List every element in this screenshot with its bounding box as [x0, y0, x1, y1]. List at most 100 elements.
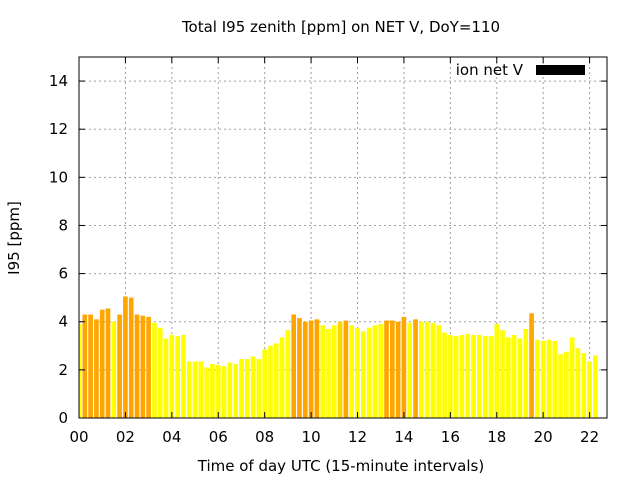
plot-border — [78, 56, 608, 419]
bar — [343, 320, 349, 418]
x-tick-label: 02 — [116, 428, 135, 446]
bar — [268, 345, 273, 418]
bar — [384, 320, 389, 418]
bar — [378, 324, 384, 418]
bars — [79, 296, 598, 418]
bar — [488, 336, 494, 418]
bar — [157, 327, 163, 418]
x-tick-label: 08 — [255, 428, 274, 446]
bar — [94, 319, 99, 418]
bar — [401, 316, 407, 418]
bar — [448, 334, 453, 418]
bar — [79, 324, 82, 418]
bar — [360, 331, 366, 418]
bar — [546, 339, 552, 418]
bar — [558, 354, 563, 418]
bar — [250, 356, 256, 418]
bar — [436, 325, 442, 418]
bar — [459, 334, 465, 418]
bar — [181, 334, 186, 418]
bar — [331, 325, 337, 418]
bar — [233, 363, 238, 418]
bar — [227, 362, 233, 418]
bar — [221, 366, 227, 418]
bar — [366, 327, 372, 418]
x-tick-label: 16 — [441, 428, 460, 446]
bar — [517, 338, 523, 418]
y-tick-label: 2 — [58, 361, 68, 379]
bar — [215, 365, 221, 418]
bar — [337, 321, 343, 418]
bar — [593, 355, 598, 418]
bar — [256, 359, 262, 418]
y-tick-label: 6 — [58, 265, 68, 283]
y-tick-label: 14 — [49, 72, 68, 90]
x-tick-label: 22 — [580, 428, 599, 446]
bar — [413, 319, 418, 418]
bar — [198, 361, 204, 418]
bar — [442, 332, 447, 418]
bar — [163, 338, 169, 418]
bar — [453, 336, 459, 418]
bar — [210, 363, 215, 418]
bar — [500, 330, 505, 418]
x-axis-label: Time of day UTC (15-minute intervals) — [197, 457, 484, 475]
bar — [134, 314, 140, 418]
bar — [239, 359, 244, 418]
bar — [279, 337, 285, 418]
bar — [320, 325, 326, 418]
bar — [424, 321, 430, 418]
bar — [569, 337, 575, 418]
bar — [169, 334, 175, 418]
x-tick-label: 04 — [162, 428, 181, 446]
legend-label: ion net V — [456, 61, 524, 79]
bar — [244, 359, 250, 418]
bar — [302, 321, 308, 418]
bar — [99, 309, 105, 418]
x-tick-label: 12 — [348, 428, 367, 446]
bar — [140, 315, 146, 418]
bar — [471, 334, 476, 418]
bar — [123, 296, 128, 418]
bar — [117, 314, 122, 418]
bar — [494, 324, 500, 418]
bar — [297, 318, 302, 418]
x-tick-label: 18 — [487, 428, 506, 446]
bar — [389, 320, 395, 418]
bar — [372, 325, 378, 418]
bar — [564, 351, 569, 418]
bar — [88, 314, 93, 418]
bar — [482, 336, 488, 418]
bar — [308, 320, 314, 418]
bar — [419, 321, 424, 418]
y-axis-label: I95 [ppm] — [5, 201, 23, 275]
bar — [575, 348, 581, 418]
y-tick-label: 0 — [58, 409, 68, 427]
x-tick-label: 00 — [69, 428, 88, 446]
bar — [152, 322, 157, 418]
y-tick-label: 4 — [58, 313, 68, 331]
bar — [82, 314, 88, 418]
bar — [192, 361, 198, 418]
bar — [105, 308, 111, 418]
legend: ion net V — [456, 61, 585, 79]
bar — [355, 327, 360, 418]
bar — [326, 328, 331, 418]
x-tick-label: 20 — [534, 428, 553, 446]
y-tick-label: 12 — [49, 120, 68, 138]
y-tick-label: 8 — [58, 216, 68, 234]
bar — [430, 322, 436, 418]
bar — [477, 334, 482, 418]
bar — [285, 330, 291, 418]
bar — [204, 367, 209, 418]
bar — [186, 361, 192, 418]
bar — [291, 314, 297, 418]
bar — [146, 316, 151, 418]
bar — [175, 336, 180, 418]
bar — [540, 340, 546, 418]
bar — [128, 297, 134, 418]
chart-title: Total I95 zenith [ppm] on NET V, DoY=110 — [181, 18, 500, 36]
bar — [587, 361, 592, 418]
